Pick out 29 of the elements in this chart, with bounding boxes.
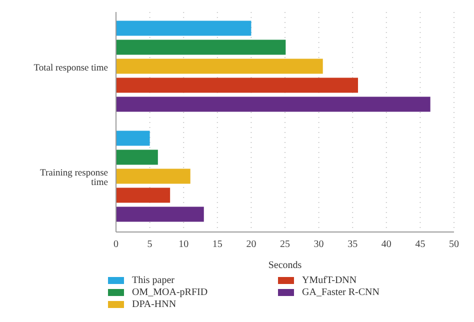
x-tick-label: 0 xyxy=(114,239,118,250)
bar xyxy=(116,188,170,203)
legend-label: OM_MOA-pRFID xyxy=(132,286,208,298)
y-tick-label: Training response time xyxy=(40,168,108,188)
bar xyxy=(116,58,323,74)
legend-label: This paper xyxy=(132,274,174,286)
bar xyxy=(116,78,358,93)
x-tick-label: 15 xyxy=(212,239,222,250)
x-tick-label: 20 xyxy=(246,239,256,250)
x-tick-label: 35 xyxy=(348,239,358,250)
bar xyxy=(116,206,204,222)
bar xyxy=(116,168,190,184)
x-tick-label: 30 xyxy=(314,239,324,250)
legend-label: YMufT-DNN xyxy=(302,274,357,286)
x-axis-title: Seconds xyxy=(268,260,302,271)
x-tick-label: 5 xyxy=(147,239,152,250)
x-tick-label: 50 xyxy=(449,239,459,250)
x-tick-label: 40 xyxy=(381,239,392,250)
x-tick-label: 10 xyxy=(178,239,189,250)
y-tick-label: Total response time xyxy=(34,63,108,74)
bar xyxy=(116,20,252,36)
x-tick-label: 25 xyxy=(280,239,290,250)
legend-label: DPA-HNN xyxy=(132,298,176,310)
bar xyxy=(116,130,150,146)
bar xyxy=(116,150,158,165)
bar xyxy=(116,96,430,112)
bar xyxy=(116,40,286,55)
legend-label: GA_Faster R-CNN xyxy=(302,286,380,298)
x-tick-label: 45 xyxy=(415,239,426,250)
